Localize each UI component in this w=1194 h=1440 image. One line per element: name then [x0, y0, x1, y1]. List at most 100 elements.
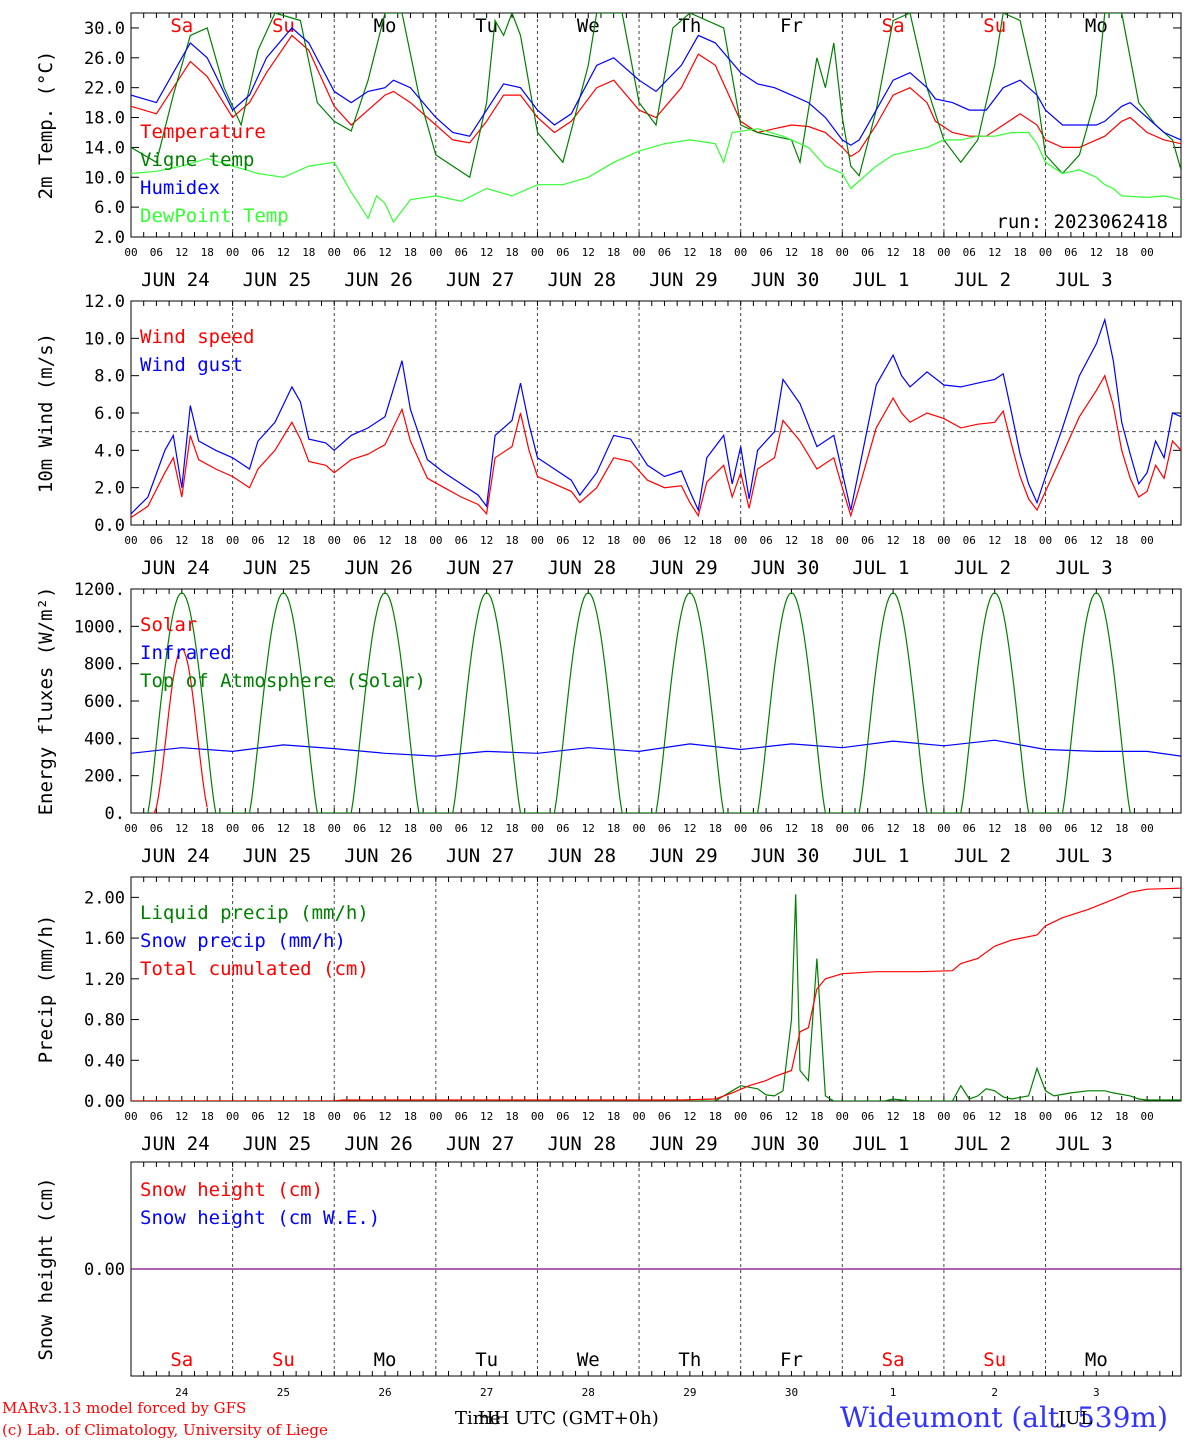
- hour-tick-label: 00: [124, 822, 137, 835]
- hour-tick-label: 12: [480, 246, 493, 259]
- legend-entry: Solar: [140, 614, 197, 636]
- series-vigne-temp: [131, 13, 1181, 179]
- y-axis-label: 10m Wind (m/s): [35, 333, 57, 493]
- hour-tick-label: 06: [963, 1110, 976, 1123]
- legend-entry: Wind gust: [140, 354, 243, 376]
- y-tick-label: 22.0: [84, 79, 125, 99]
- date-label: JUN 27: [446, 557, 515, 579]
- hour-tick-label: 12: [582, 534, 595, 547]
- hour-tick-label: 06: [1064, 246, 1077, 259]
- hour-tick-label: 00: [1039, 246, 1052, 259]
- series-dewpoint-temp: [131, 128, 1181, 224]
- plot-frame: [130, 300, 1182, 526]
- date-label: JUN 26: [344, 845, 413, 867]
- date-label: JUN 24: [141, 557, 210, 579]
- date-label: JUN 28: [547, 557, 616, 579]
- hour-tick-label: 18: [1115, 822, 1128, 835]
- hour-tick-label: 18: [1013, 246, 1026, 259]
- series-group: [131, 13, 1181, 224]
- x-axis-title: Time: [455, 1408, 500, 1429]
- day-of-week-label: Tu: [475, 1349, 498, 1371]
- panel-1: 30.0 26.0 22.0 18.0 14.0 10.0 6.0 2.0 2m Temp. (…: [35, 12, 1182, 291]
- hour-tick-label: 12: [988, 534, 1001, 547]
- hour-tick-label: 18: [201, 246, 214, 259]
- hour-tick-label: 06: [658, 822, 671, 835]
- day-number-label: 25: [277, 1386, 290, 1399]
- panel-2: 12.0 10.0 8.0 6.0 4.0 2.0 0.0 10m Wind (m/s) 00 0…: [35, 292, 1182, 579]
- legend-entry: Total cumulated (cm): [140, 958, 369, 980]
- hour-tick-label: 00: [531, 246, 544, 259]
- y-tick-label: 0.00: [84, 1092, 125, 1112]
- date-label: JUN 29: [649, 845, 718, 867]
- y-tick-label: 600.: [84, 692, 125, 712]
- hour-tick-label: 06: [861, 1110, 874, 1123]
- hour-tick-label: 00: [734, 822, 747, 835]
- y-tick-label: 400.: [84, 729, 125, 749]
- hour-tick-label: 18: [912, 534, 925, 547]
- series-wind-speed: [131, 374, 1181, 519]
- hour-tick-label: 12: [378, 822, 391, 835]
- date-label: JUN 29: [649, 557, 718, 579]
- hour-tick-label: 06: [251, 1110, 264, 1123]
- hour-tick-label: 18: [912, 1110, 925, 1123]
- hour-tick-label: 18: [1013, 1110, 1026, 1123]
- hour-tick-label: 00: [1141, 822, 1154, 835]
- day-number-label: 28: [582, 1386, 595, 1399]
- day-of-week-label: Mo: [374, 1349, 397, 1371]
- hour-tick-label: 18: [810, 246, 823, 259]
- hour-tick-label: 00: [1141, 1110, 1154, 1123]
- hour-tick-label: 06: [861, 534, 874, 547]
- hour-tick-label: 18: [607, 246, 620, 259]
- hour-tick-label: 00: [429, 1110, 442, 1123]
- hour-tick-label: 12: [378, 246, 391, 259]
- y-tick-label: 800.: [84, 655, 125, 675]
- hour-tick-label: 18: [404, 822, 417, 835]
- hour-tick-label: 18: [201, 534, 214, 547]
- legend-entry: Snow height (cm W.E.): [140, 1207, 380, 1229]
- legend-entry: Vigne temp: [140, 149, 254, 171]
- hour-tick-label: 00: [531, 534, 544, 547]
- y-tick-label: 2.0: [94, 228, 125, 248]
- hour-tick-label: 18: [1115, 1110, 1128, 1123]
- day-number-label: 29: [683, 1386, 696, 1399]
- y-tick-label: 10.0: [84, 168, 125, 188]
- y-tick-label: 6.0: [94, 198, 125, 218]
- meteogram-panels: 30.026.022.018.014.010.06.02.02m Temp. (…: [35, 12, 1182, 1399]
- hour-tick-label: 00: [226, 246, 239, 259]
- day-of-week-label: Fr: [780, 15, 803, 37]
- day-of-week-label: Sa: [170, 15, 193, 37]
- date-label: JUN 24: [141, 269, 210, 291]
- hour-tick-label: 06: [150, 534, 163, 547]
- date-label: JUN 28: [547, 269, 616, 291]
- hour-tick-label: 12: [277, 534, 290, 547]
- date-label: JUN 26: [344, 1133, 413, 1155]
- hour-tick-label: 06: [251, 822, 264, 835]
- date-label: JUL 3: [1056, 845, 1113, 867]
- y-tick-label: 2.0: [94, 479, 125, 499]
- hour-tick-label: 18: [607, 534, 620, 547]
- lab-credit: (c) Lab. of Climatology, University of L…: [2, 1421, 328, 1439]
- hour-tick-label: 18: [505, 246, 518, 259]
- series-group: [131, 887, 1181, 1101]
- hour-tick-label: 06: [455, 534, 468, 547]
- hour-tick-label: 06: [556, 822, 569, 835]
- legend-entry: Top of Atmosphere (Solar): [140, 670, 426, 692]
- hour-tick-label: 12: [277, 1110, 290, 1123]
- hour-tick-label: 00: [328, 822, 341, 835]
- hour-tick-label: 12: [277, 822, 290, 835]
- hour-tick-label: 00: [328, 534, 341, 547]
- y-axis-label: Energy fluxes (W/m²): [35, 587, 57, 816]
- hour-tick-label: 18: [912, 246, 925, 259]
- hour-tick-label: 12: [988, 822, 1001, 835]
- date-label: JUN 29: [649, 1133, 718, 1155]
- hour-tick-label: 12: [175, 534, 188, 547]
- hour-tick-label: 00: [429, 534, 442, 547]
- hour-tick-label: 12: [582, 822, 595, 835]
- hour-tick-label: 18: [404, 534, 417, 547]
- hour-tick-label: 00: [937, 822, 950, 835]
- hour-tick-label: 18: [709, 534, 722, 547]
- hour-tick-label: 12: [175, 1110, 188, 1123]
- day-number-label: 30: [785, 1386, 798, 1399]
- date-label: JUN 26: [344, 557, 413, 579]
